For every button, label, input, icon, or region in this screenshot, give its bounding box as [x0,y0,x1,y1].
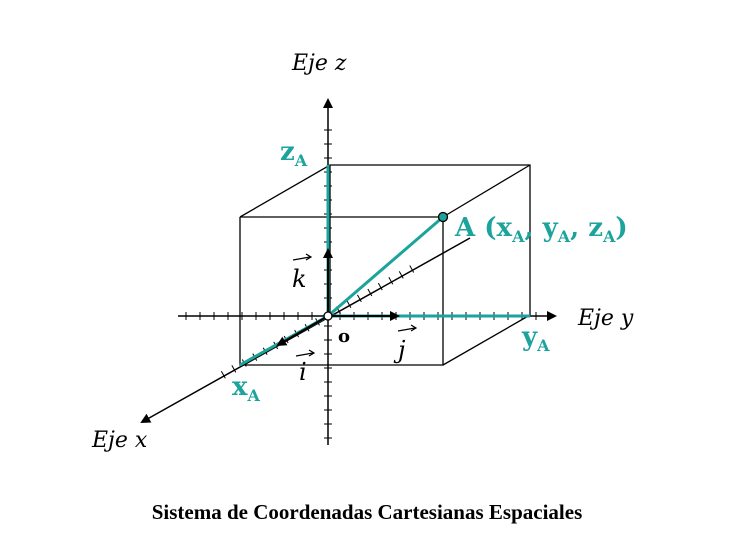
y-axis-label: Eje y [577,306,634,331]
cartesian-diagram: Eje z Eje y Eje x o k j i xzA yA xA A (x… [91,51,634,453]
k-label: k [292,253,313,293]
svg-text:j: j [393,336,406,364]
point-a-marker [437,211,449,223]
z-axis-label: Eje z [291,51,347,76]
axis-tick [231,365,237,373]
svg-text:k: k [292,265,307,293]
axis-tick [377,282,383,291]
axis-tick [388,277,394,285]
axis-tick [357,294,362,303]
point-a-label: A (xA, yA, zA) [454,213,628,246]
z-projection-label: xzA [280,137,308,170]
axis-tick [220,370,226,379]
unit-vectors [276,248,400,347]
j-label: j [393,324,418,364]
y-projection-label: yA [521,322,550,355]
unit-vector-i [276,315,329,347]
x-axis [140,237,471,423]
svg-text:i: i [299,358,307,386]
projection-lines [239,165,530,367]
axis-tick [398,271,404,279]
diagram-caption: Sistema de Coordenadas Cartesianas Espac… [151,500,583,524]
axis-tick [367,288,373,297]
position-vector-line [327,215,444,318]
axis-tick [409,265,415,273]
x-axis-label: Eje x [91,428,148,453]
origin-point [323,311,333,321]
x-projection-label: xA [232,372,261,405]
i-label: i [295,349,316,386]
axis-tick [346,300,352,308]
origin-label: o [338,326,350,347]
